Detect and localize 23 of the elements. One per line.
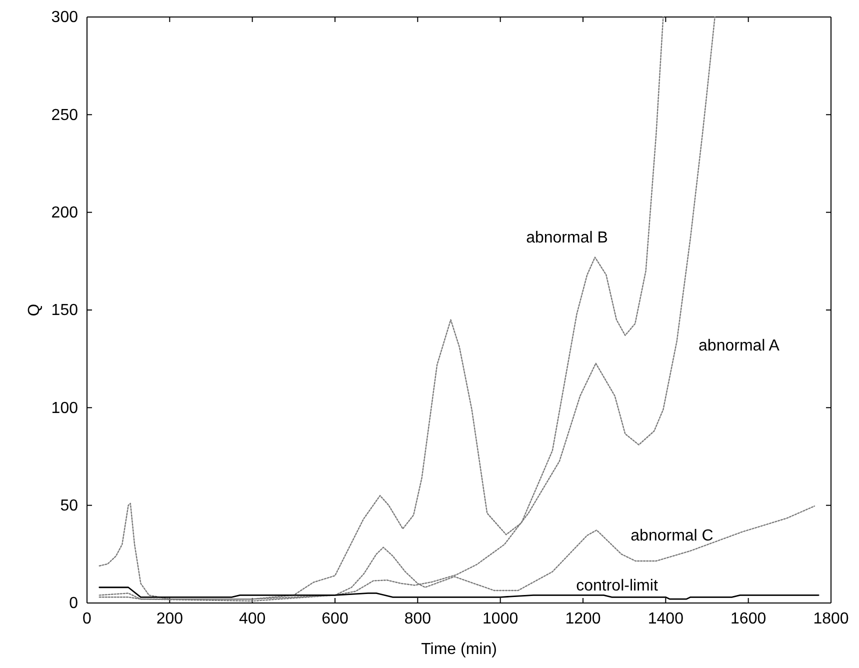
- x-tick-label: 1000: [482, 610, 518, 628]
- x-tick-label: 1200: [565, 610, 601, 628]
- y-tick-label: 300: [51, 9, 78, 26]
- x-tick-label: 200: [156, 610, 184, 628]
- y-tick-label: 200: [51, 204, 78, 222]
- series-label: control-limit: [576, 578, 658, 595]
- y-tick-label: 100: [51, 400, 78, 417]
- series-label: abnormal B: [526, 230, 608, 247]
- y-tick-label: 0: [69, 595, 78, 612]
- y-tick-label: 150: [51, 302, 78, 320]
- x-tick-label: 1400: [648, 610, 684, 628]
- series-label: abnormal A: [698, 338, 780, 355]
- x-tick-label: 600: [322, 610, 348, 628]
- x-tick-label: 1600: [730, 610, 766, 628]
- x-tick-label: 0: [82, 610, 92, 628]
- y-tick-label: 50: [60, 497, 78, 514]
- x-tick-label: 800: [404, 610, 432, 628]
- series-label: abnormal C: [630, 528, 714, 545]
- y-tick-label: 250: [51, 106, 78, 124]
- y-axis-title: Q: [26, 304, 43, 316]
- x-axis-title: Time (min): [421, 641, 497, 658]
- x-tick-label: 400: [238, 610, 266, 628]
- x-tick-label: 1800: [813, 610, 849, 628]
